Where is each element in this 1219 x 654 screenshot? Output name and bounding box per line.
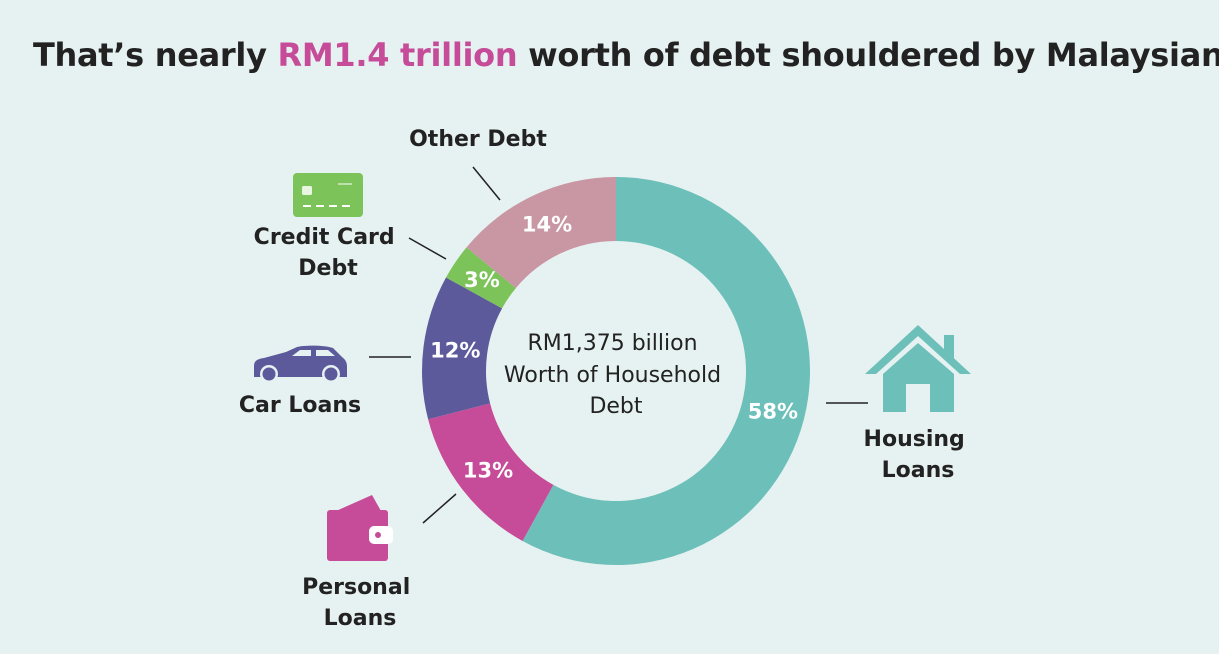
slice-other	[466, 177, 616, 289]
title-prefix: That’s nearly	[33, 36, 278, 74]
chart-title: That’s nearly RM1.4 trillion worth of de…	[33, 36, 1219, 74]
wallet-icon	[327, 495, 393, 561]
label-personal: Personal Loans	[302, 575, 418, 631]
credit-card-icon	[293, 173, 363, 217]
title-highlight: RM1.4 trillion	[277, 36, 518, 74]
pct-label-other: 14%	[522, 212, 572, 236]
pct-label-personal: 13%	[463, 458, 513, 482]
center-label-line-2: Worth of Household	[504, 363, 721, 388]
car-icon	[254, 345, 347, 383]
title-suffix: worth of debt shouldered by Malaysians	[517, 36, 1219, 74]
label-other: Other Debt	[409, 127, 547, 152]
label-personal-line-2: Loans	[324, 606, 397, 631]
slice-personal	[428, 403, 554, 542]
leader-line-other	[472, 166, 501, 201]
slice-housing	[522, 177, 810, 565]
label-housing-line-2: Loans	[882, 458, 955, 483]
label-credit-line-1: Credit Card	[254, 225, 395, 250]
house-icon	[865, 325, 971, 412]
center-label: RM1,375 billion Worth of Household Debt	[504, 331, 728, 419]
pct-label-car: 12%	[430, 339, 480, 363]
label-car: Car Loans	[239, 393, 361, 418]
percentage-labels: 58% 13% 12% 3% 14%	[430, 212, 798, 482]
leader-line-credit	[408, 237, 447, 260]
pct-label-housing: 58%	[748, 399, 798, 423]
label-personal-line-1: Personal	[302, 575, 410, 600]
label-other-line-1: Other Debt	[409, 127, 547, 152]
donut-slices	[422, 177, 810, 565]
label-housing-line-1: Housing	[864, 427, 965, 452]
slice-credit	[445, 247, 516, 309]
center-label-line-3: Debt	[589, 394, 642, 419]
leader-line-personal	[422, 493, 457, 524]
pct-label-credit: 3%	[464, 268, 500, 292]
slice-car	[422, 277, 503, 420]
label-housing: Housing Loans	[864, 427, 973, 483]
label-credit: Credit Card Debt	[254, 225, 403, 281]
label-car-line-1: Car Loans	[239, 393, 361, 418]
label-credit-line-2: Debt	[298, 256, 358, 281]
center-label-line-1: RM1,375 billion	[527, 331, 697, 356]
